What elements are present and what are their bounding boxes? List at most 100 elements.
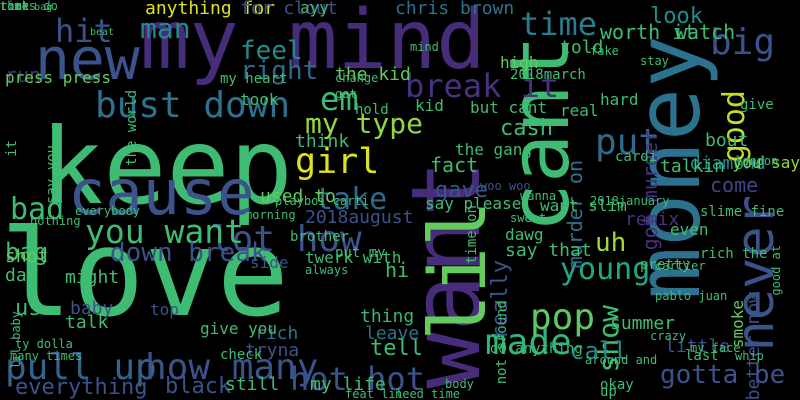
word-cloud-word: give you [200,319,278,338]
word-cloud-word: talk [65,312,109,333]
word-cloud-word: 2018august [305,207,414,228]
word-cloud-word: pop [530,297,596,338]
word-cloud-word: that [0,0,29,13]
word-cloud-word: time [520,5,598,43]
word-cloud-word: woo woo [480,179,531,193]
word-cloud-word: rich the [700,246,768,262]
word-cloud-word: fact [430,153,479,177]
word-cloud-word: it [4,140,20,157]
word-cloud-word: say that [505,240,592,261]
word-cloud-word: big [710,22,776,63]
word-cloud-word: for clout [240,0,338,19]
word-cloud-word: might [65,267,120,288]
word-cloud-word: my heart [220,71,288,87]
word-cloud-word: up [600,384,617,400]
word-cloud-word: high [500,53,539,72]
word-cloud-word: took [240,90,279,109]
word-cloud-word: right [240,56,319,86]
word-cloud-word: nothing [30,214,81,228]
word-cloud-word: watch [675,20,736,44]
word-cloud-word: hot hot [290,360,425,398]
word-cloud-word: my mind [140,0,486,88]
word-cloud-word: wanna [520,189,557,203]
word-cloud-word: not around [494,300,510,385]
word-cloud-word: check [220,347,263,363]
word-cloud-word: think [295,131,350,152]
word-cloud-word: leave [365,323,420,344]
word-cloud-word: the bag [10,2,53,13]
word-cloud-word: anything for [145,0,276,19]
word-cloud-word: stay [640,54,669,68]
word-cloud-word: always [305,263,349,277]
word-cloud-word: around and [585,353,658,367]
word-cloud-word: call [570,337,628,365]
word-cloud-word: hi [385,258,410,282]
word-cloud-word: side [250,253,289,272]
word-cloud-word: change [335,71,379,85]
word-cloud-word: dawg [505,225,544,244]
word-cloud-word: us [15,296,42,321]
word-cloud-word: put my [335,245,386,261]
word-cloud-word: better now [743,291,764,400]
word-cloud-word: my type [305,107,424,140]
word-cloud-word: used to [260,186,336,207]
word-cloud-word: say please [425,194,522,213]
word-cloud-word: crazy [650,329,687,343]
word-cloud-word: real [560,101,599,120]
word-cloud-word: the world [124,90,140,166]
word-cloud-word: new [35,25,140,93]
word-cloud-word: remix [625,209,680,230]
word-cloud-word: bag [5,238,49,266]
word-cloud-word: young [560,252,651,287]
word-cloud-word: man [140,12,191,45]
word-cloud-word: many times [10,349,83,363]
word-cloud-word: pablo juan [655,289,728,303]
word-cloud-word: down break [110,238,267,268]
word-cloud-word: my life [310,374,386,395]
word-cloud-word: press press [5,68,111,87]
word-cloud-word: sweet [510,211,547,225]
word-cloud-word: but cant [470,98,548,117]
word-cloud-word: top [150,300,179,319]
word-cloud-word: twerk with [305,248,402,267]
word-cloud-word: still [225,374,280,395]
word-cloud-word: cash [500,116,553,141]
word-cloud-word: got [335,87,357,101]
word-cloud-word: bad [10,192,65,227]
word-cloud-word: brother [290,229,350,245]
word-cloud-word: morning [245,208,296,222]
word-cloud-word: look [650,4,703,29]
word-cloud-word: 2018january [590,194,670,208]
word-cloud-word: last [685,348,719,364]
word-cloud-word: my face [690,341,741,355]
word-cloud-word: summer [610,313,676,334]
word-cloud-word: the gang [455,140,533,159]
word-cloud-word: feat lil [345,387,403,400]
word-cloud-word: say you [44,145,60,205]
word-cloud-word: gave [435,178,488,203]
word-cloud-word: ayy [300,0,329,17]
word-cloud-word: tell [370,336,423,361]
word-cloud-word: hit [55,12,113,50]
word-cloud-word: body [445,377,474,391]
word-cloud-word: worth it [600,20,697,44]
word-cloud-word: everybody [75,204,141,218]
word-cloud-word: cardi [615,149,658,165]
word-cloud-word: thing [360,306,415,327]
word-cloud-word: how many [145,347,319,388]
word-cloud-word: you want [85,212,244,251]
word-cloud-word: everything [15,375,148,400]
word-cloud-word: talkin [660,156,726,177]
word-cloud-word: cause [68,156,255,229]
word-cloud-word: slime fine [700,204,785,220]
word-cloud-word: lot how [210,219,362,260]
word-cloud-word: gotta be [660,360,786,390]
word-cloud-word: okay [600,377,634,393]
word-cloud-word: london [735,154,779,168]
word-cloud-word: you say [732,153,800,172]
word-cloud-word: hold [355,102,389,118]
word-cloud-word: bust down [95,85,291,126]
word-cloud-word: love [0,205,289,344]
word-cloud-word: told [560,37,604,58]
